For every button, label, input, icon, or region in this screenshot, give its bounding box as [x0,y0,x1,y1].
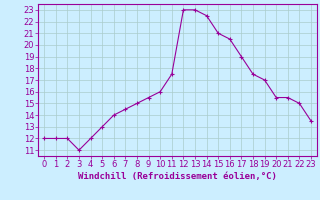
X-axis label: Windchill (Refroidissement éolien,°C): Windchill (Refroidissement éolien,°C) [78,172,277,181]
